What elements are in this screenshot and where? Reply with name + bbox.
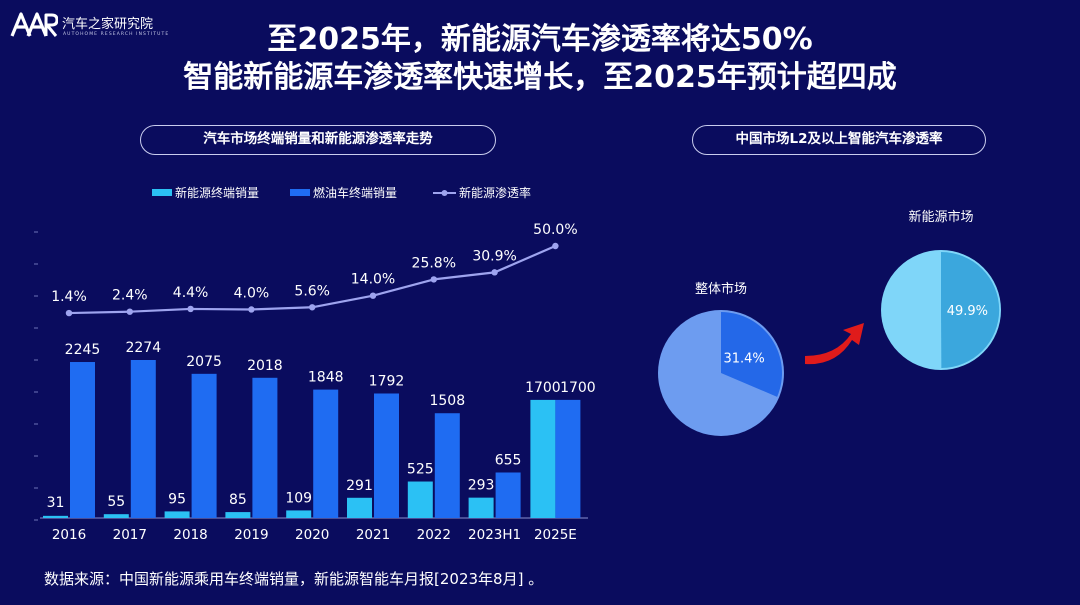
penetration-label: 50.0%	[533, 222, 577, 238]
data-label-ice: 2018	[247, 358, 283, 374]
bar-ice-sales	[70, 362, 95, 518]
penetration-label: 5.6%	[294, 283, 330, 299]
x-tick-label: 2019	[234, 527, 268, 543]
bar-ice-sales	[555, 399, 581, 518]
bar-nev-sales	[43, 515, 68, 518]
pie-title: 整体市场	[695, 281, 747, 297]
penetration-point	[552, 242, 559, 250]
data-label-nev: 85	[229, 492, 247, 508]
data-label-nev: 31	[47, 495, 65, 511]
data-label-ice: 1508	[429, 393, 465, 409]
penetration-label: 4.0%	[234, 285, 270, 301]
pie-title: 新能源市场	[908, 209, 973, 225]
growth-arrow-icon	[805, 323, 864, 365]
data-label-ice: 2075	[186, 354, 222, 370]
pie-slice	[721, 312, 782, 397]
penetration-label: 4.4%	[173, 285, 209, 301]
bar-ice-sales	[374, 393, 399, 518]
data-label-nev: 95	[168, 491, 186, 507]
data-label-nev: 55	[107, 494, 125, 510]
data-label-nev: 293	[468, 478, 495, 494]
penetration-point	[187, 305, 194, 313]
data-label-ice: 1848	[308, 370, 344, 386]
logo-text: 汽车之家研究院	[62, 17, 154, 32]
bar-ice-sales	[313, 389, 339, 518]
x-tick-label: 2025E	[534, 527, 577, 543]
data-label-ice: 1792	[369, 373, 405, 389]
penetration-point	[369, 292, 377, 299]
penetration-point	[491, 269, 498, 276]
x-tick-label: 2016	[52, 527, 86, 543]
x-tick-label: 2017	[113, 527, 147, 543]
bar-nev-sales	[103, 514, 129, 518]
penetration-label: 30.9%	[472, 248, 516, 264]
brand-logo: 汽车之家研究院 AUTOHOME RESEARCH INSTITUTE	[10, 10, 180, 44]
penetration-label: 14.0%	[351, 272, 395, 288]
x-tick-label: 2020	[295, 527, 329, 543]
data-label-nev: 109	[285, 490, 312, 506]
bar-nev-sales	[286, 510, 312, 518]
x-tick-label: 2022	[417, 527, 451, 543]
penetration-label: 2.4%	[112, 288, 148, 304]
penetration-point	[309, 304, 316, 311]
bar-ice-sales	[252, 377, 278, 518]
penetration-point	[65, 309, 73, 317]
data-label-nev: 1700	[525, 380, 561, 396]
bar-ice-sales	[130, 360, 156, 518]
bar-nev-sales	[347, 497, 372, 518]
x-tick-label: 2023H1	[468, 527, 521, 543]
x-tick-label: 2021	[356, 527, 390, 543]
data-label-nev: 291	[346, 478, 373, 494]
legend-swatch-nev	[152, 189, 172, 196]
page-subtitle: 智能新能源车渗透率快速增长，至2025年预计超四成	[183, 60, 897, 95]
penetration-point	[248, 306, 255, 313]
legend-label-nev: 新能源终端销量	[175, 185, 259, 200]
data-label-ice: 1700	[560, 380, 596, 396]
data-label-ice: 655	[495, 452, 522, 468]
bar-nev-sales	[164, 511, 190, 518]
data-label-ice: 2245	[65, 342, 101, 358]
penetration-point	[126, 308, 133, 315]
bar-ice-sales	[495, 472, 521, 518]
bar-ice-sales	[434, 413, 460, 518]
pie-slice-label: 31.4%	[723, 352, 764, 367]
pie-slice-label: 49.9%	[947, 304, 988, 319]
legend-label-ice: 燃油车终端销量	[313, 185, 397, 200]
data-source-note: 数据来源：中国新能源乘用车终端销量，新能源智能车月报[2023年8月] 。	[44, 570, 544, 588]
bar-nev-sales	[530, 399, 556, 518]
bar-nev-sales	[468, 497, 494, 518]
legend-swatch-ice	[290, 189, 310, 196]
page-title: 至2025年，新能源汽车渗透率将达50%	[267, 22, 813, 57]
legend-marker-penetration	[441, 190, 448, 196]
legend-label-penetration: 新能源渗透率	[459, 185, 531, 200]
logo-subtext: AUTOHOME RESEARCH INSTITUTE	[63, 32, 170, 37]
left-panel-title: 汽车市场终端销量和新能源渗透率走势	[140, 125, 496, 155]
penetration-label: 25.8%	[412, 255, 456, 271]
logo-mark-icon	[10, 12, 58, 37]
x-tick-label: 2018	[173, 527, 207, 543]
data-label-ice: 2274	[125, 340, 161, 356]
bar-nev-sales	[225, 512, 251, 518]
bar-nev-sales	[407, 481, 433, 518]
penetration-point	[430, 276, 437, 283]
data-label-nev: 525	[407, 462, 434, 478]
right-panel-title: 中国市场L2及以上智能汽车渗透率	[692, 125, 986, 155]
pie-slice	[941, 251, 1000, 368]
bar-ice-sales	[191, 373, 217, 518]
penetration-label: 1.4%	[51, 289, 87, 305]
